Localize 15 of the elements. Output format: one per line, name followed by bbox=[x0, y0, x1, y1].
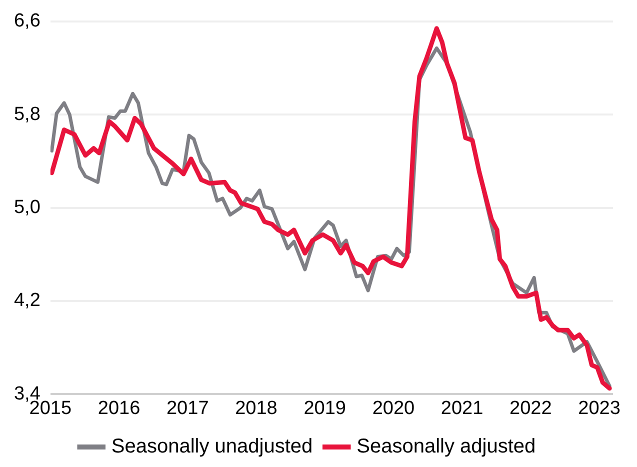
legend-label: Seasonally unadjusted bbox=[111, 436, 313, 458]
y-tick-label: 4,2 bbox=[14, 290, 40, 312]
x-tick-label: 2020 bbox=[372, 398, 415, 419]
x-tick-label: 2015 bbox=[29, 398, 72, 419]
x-tick-label: 2019 bbox=[304, 398, 346, 419]
legend-label: Seasonally adjusted bbox=[356, 436, 536, 458]
y-tick-label: 6,6 bbox=[14, 10, 40, 32]
x-tick-label: 2021 bbox=[440, 398, 484, 419]
x-tick-label: 2023 bbox=[578, 398, 620, 419]
x-tick-label: 2022 bbox=[510, 398, 552, 419]
x-tick-label: 2017 bbox=[166, 398, 209, 419]
x-tick-label: 2018 bbox=[235, 398, 278, 419]
y-tick-label: 5,8 bbox=[14, 104, 40, 125]
x-tick-label: 2016 bbox=[98, 398, 140, 419]
y-tick-label: 5,0 bbox=[14, 197, 40, 218]
